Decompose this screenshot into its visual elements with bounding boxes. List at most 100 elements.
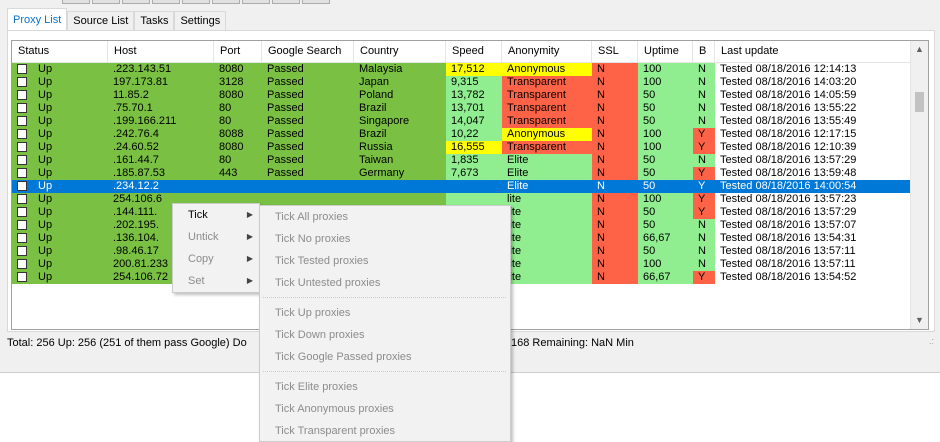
cell-status-text: Up xyxy=(38,271,53,283)
column-header-last-update[interactable]: Last update xyxy=(721,45,779,57)
row-checkbox[interactable] xyxy=(17,220,27,230)
column-header-uptime[interactable]: Uptime xyxy=(638,41,693,62)
cell-status: Up xyxy=(12,245,108,258)
toolbar-button-stub[interactable] xyxy=(122,0,150,4)
scroll-down-icon[interactable]: ▼ xyxy=(915,315,924,325)
row-checkbox[interactable] xyxy=(17,103,27,113)
column-header-ssl[interactable]: SSL xyxy=(592,41,638,62)
table-row[interactable]: Up .24.60.52 8080 Passed Russia 16,555 Transpa… xyxy=(12,141,910,154)
tab-proxy-list[interactable]: Proxy List xyxy=(7,8,68,31)
cell-google-search: Passed xyxy=(262,128,354,141)
table-row[interactable]: Up .185.87.53 443 Passed Germany 7,673 Elite N 5… xyxy=(12,167,910,180)
status-bar: Total: 256 Up: 256 (251 of them pass Goo… xyxy=(0,332,940,354)
table-row[interactable]: Up .161.44.7 80 Passed Taiwan 1,835 Elite N 50 N T… xyxy=(12,154,910,167)
toolbar-button-stub[interactable] xyxy=(62,0,90,4)
cell-host: 254.106.6 xyxy=(108,193,214,206)
tab-tasks[interactable]: Tasks xyxy=(134,11,175,31)
submenu-item[interactable]: Tick Transparent proxies xyxy=(275,425,396,437)
cell-ssl: N xyxy=(592,102,638,115)
submenu-item[interactable]: Tick Elite proxies xyxy=(275,381,358,393)
context-menu-set[interactable]: Set ▶ xyxy=(173,270,259,292)
context-menu-label: Untick xyxy=(188,231,219,243)
row-checkbox[interactable] xyxy=(17,64,27,74)
cell-anonymity: Elite xyxy=(502,167,592,180)
cell-port: 8080 xyxy=(214,141,262,154)
cell-last-update: Tested 08/18/2016 13:54:31 xyxy=(715,232,910,245)
row-checkbox[interactable] xyxy=(17,90,27,100)
row-checkbox[interactable] xyxy=(17,181,27,191)
toolbar-button-stub[interactable] xyxy=(152,0,180,4)
column-header-country[interactable]: Country xyxy=(354,41,446,62)
resize-grip-icon[interactable]: .: xyxy=(928,336,934,346)
toolbar-button-stub[interactable] xyxy=(302,0,330,4)
cell-last-update: Tested 08/18/2016 12:14:13 xyxy=(715,63,910,76)
submenu-item[interactable]: Tick No proxies xyxy=(275,233,351,245)
submenu-item[interactable]: Tick Untested proxies xyxy=(275,277,381,289)
cell-speed: 17,512 xyxy=(446,63,502,76)
cell-country xyxy=(354,193,446,206)
submenu-item[interactable]: Tick Anonymous proxies xyxy=(275,403,394,415)
table-row[interactable]: Up 197.173.81 3128 Passed Japan 9,315 Transpar… xyxy=(12,76,910,89)
column-header-google-search[interactable]: Google Search xyxy=(262,41,354,62)
cell-status: Up xyxy=(12,258,108,271)
cell-port xyxy=(214,193,262,206)
tab-source-list[interactable]: Source List xyxy=(67,11,135,31)
cell-google-search xyxy=(262,193,354,206)
row-checkbox[interactable] xyxy=(17,77,27,87)
cell-anonymity: Elite xyxy=(502,180,592,193)
row-checkbox[interactable] xyxy=(17,259,27,269)
column-header-host[interactable]: Host xyxy=(108,41,214,62)
submenu-item[interactable]: Tick Tested proxies xyxy=(275,255,369,267)
submenu-item[interactable]: Tick All proxies xyxy=(275,211,348,223)
row-checkbox[interactable] xyxy=(17,116,27,126)
submenu-item[interactable]: Tick Google Passed proxies xyxy=(275,351,412,363)
table-row[interactable]: Up .223.143.51 8080 Passed Malaysia 17,512 Ano… xyxy=(12,63,910,76)
submenu-item[interactable]: Tick Up proxies xyxy=(275,307,351,319)
row-checkbox[interactable] xyxy=(17,272,27,282)
cell-last-update: Tested 08/18/2016 12:10:39 xyxy=(715,141,910,154)
cell-last-update: Tested 08/18/2016 14:00:54 xyxy=(715,180,910,193)
cell-host: .24.60.52 xyxy=(108,141,214,154)
row-checkbox[interactable] xyxy=(17,155,27,165)
column-header-port[interactable]: Port xyxy=(214,41,262,62)
toolbar-button-stub[interactable] xyxy=(272,0,300,4)
column-header-anonymity[interactable]: Anonymity xyxy=(502,41,592,62)
cell-google-search: Passed xyxy=(262,115,354,128)
toolbar-button-stub[interactable] xyxy=(242,0,270,4)
row-checkbox[interactable] xyxy=(17,233,27,243)
toolbar-button-stub[interactable] xyxy=(182,0,210,4)
scrollbar-thumb[interactable] xyxy=(915,92,924,112)
cell-country: Brazil xyxy=(354,102,446,115)
context-menu-label: Copy xyxy=(188,253,214,265)
row-checkbox[interactable] xyxy=(17,142,27,152)
row-checkbox[interactable] xyxy=(17,168,27,178)
cell-ssl: N xyxy=(592,245,638,258)
table-row[interactable]: Up .234.12.2 Elite N 50 Y Tested 08/18/2016 14… xyxy=(12,180,910,193)
cell-host: .234.12.2 xyxy=(108,180,214,193)
row-checkbox[interactable] xyxy=(17,207,27,217)
submenu-item[interactable]: Tick Down proxies xyxy=(275,329,365,341)
table-row[interactable]: Up 254.106.6 lite N 100 Y Tested 08/18/2016 13… xyxy=(12,193,910,206)
column-header-b[interactable]: B xyxy=(693,41,715,62)
tab-settings[interactable]: Settings xyxy=(174,11,227,31)
context-menu-copy[interactable]: Copy ▶ xyxy=(173,248,259,270)
column-header-status[interactable]: Status xyxy=(12,41,108,62)
cell-anonymity: lite xyxy=(502,245,592,258)
row-checkbox[interactable] xyxy=(17,194,27,204)
cell-status-text: Up xyxy=(38,206,53,218)
column-header-speed[interactable]: Speed xyxy=(446,41,502,62)
table-row[interactable]: Up .242.76.4 8088 Passed Brazil 10,22 Anonymou… xyxy=(12,128,910,141)
cell-uptime: 100 xyxy=(638,128,693,141)
row-checkbox[interactable] xyxy=(17,129,27,139)
context-menu-untick[interactable]: Untick ▶ xyxy=(173,226,259,248)
table-row[interactable]: Up .75.70.1 80 Passed Brazil 13,701 Transparen… xyxy=(12,102,910,115)
row-checkbox[interactable] xyxy=(17,246,27,256)
toolbar-button-stub[interactable] xyxy=(212,0,240,4)
toolbar-button-stub[interactable] xyxy=(92,0,120,4)
table-row[interactable]: Up 11.85.2 8080 Passed Poland 13,782 Transpare… xyxy=(12,89,910,102)
table-row[interactable]: Up .199.166.211 80 Passed Singapore 14,047 Tra… xyxy=(12,115,910,128)
scroll-up-icon[interactable]: ▲ xyxy=(915,44,924,54)
status-remaining: 168 Remaining: NaN Min xyxy=(511,337,634,349)
vertical-scrollbar[interactable]: ▲ ▼ xyxy=(910,41,928,329)
context-menu-tick[interactable]: Tick ▶ xyxy=(173,204,259,226)
